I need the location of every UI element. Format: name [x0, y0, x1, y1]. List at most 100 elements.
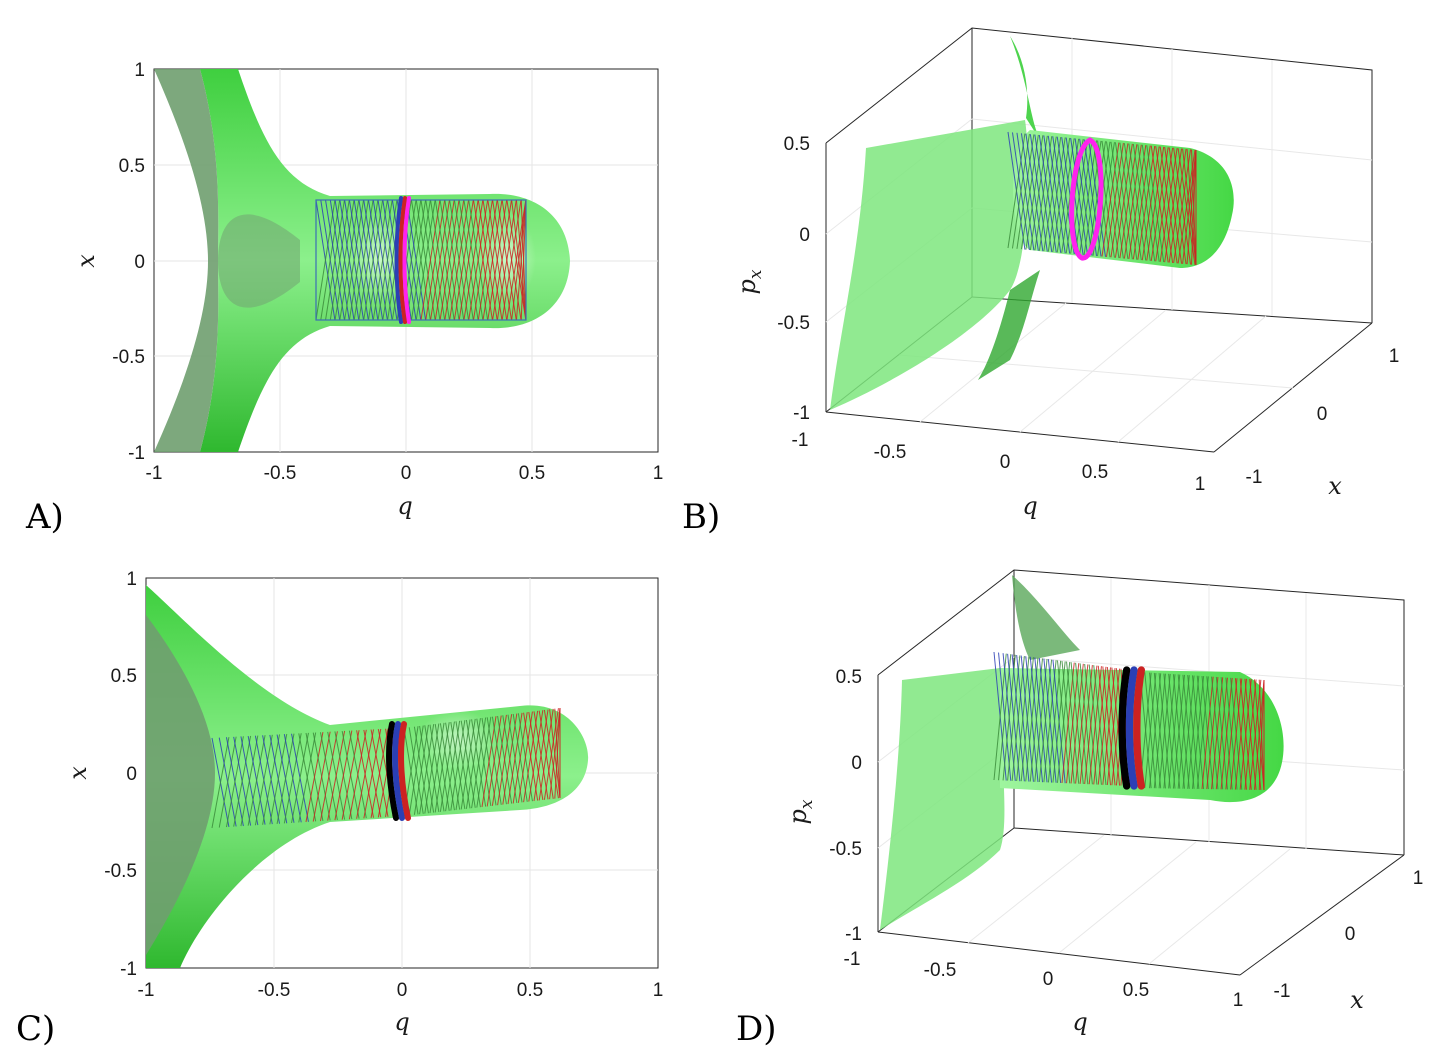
trajectory-segment: [298, 732, 317, 823]
panel-d-neck-orbit: [1118, 666, 1145, 790]
trajectory-segment: [211, 737, 230, 829]
periodic-orbit-curve: [402, 196, 411, 324]
trajectory-segment: [1187, 675, 1200, 789]
trajectory-segment: [520, 199, 527, 321]
trajectory-segment: [1020, 134, 1039, 250]
trajectory-segment: [1230, 678, 1243, 790]
trajectory-segment: [425, 199, 446, 321]
trajectory-segment: [1079, 140, 1098, 255]
periodic-orbit-curve: [1125, 666, 1138, 790]
trajectory-segment: [1084, 665, 1098, 785]
trajectory-segment: [348, 199, 369, 321]
periodic-orbit-curve: [398, 196, 407, 324]
panel-b-ytick: 1: [1389, 346, 1400, 367]
panel-c-surface-sheet: [146, 615, 215, 955]
trajectory-segment: [549, 707, 561, 800]
trajectory-segment: [1093, 666, 1107, 785]
panel-a-ytick: -0.5: [112, 347, 145, 368]
panel-d-zlabel: px: [784, 799, 817, 824]
trajectory-segment: [312, 731, 331, 822]
panel-b-ylabel: x: [1328, 472, 1342, 500]
trajectory-segment: [424, 723, 440, 814]
trajectory-segment: [1029, 658, 1044, 782]
trajectory-segment: [1043, 136, 1062, 252]
panel-b-xtick: -0.5: [874, 442, 907, 463]
trajectory-segment: [329, 199, 350, 321]
panel-d-zticks: 0.5 0 -0.5 -1: [829, 667, 862, 945]
panel-c-xtick: -0.5: [258, 980, 291, 1001]
panel-d-zlabel-sub: x: [797, 799, 817, 809]
trajectory-segment: [1186, 149, 1197, 265]
trajectory-segment: [1168, 674, 1181, 789]
trajectory-segment: [1056, 138, 1075, 253]
panel-d-ztick: 0: [851, 753, 862, 774]
trajectory-segment: [1110, 143, 1129, 258]
trajectory-segment: [453, 199, 474, 321]
panel-b-xlabel: q: [1022, 492, 1037, 520]
panel-c-ytick: -0.5: [104, 861, 137, 882]
trajectory-segment: [463, 199, 484, 321]
trajectory-segment: [1191, 676, 1205, 789]
trajectory-segment: [319, 731, 338, 822]
trajectory-segment: [1052, 661, 1066, 783]
trajectory-segment: [1249, 679, 1262, 790]
panel-c-xtick: 0: [397, 980, 408, 1001]
panel-b-yticks: -1 0 1: [1246, 346, 1400, 488]
panel-c-ytick: 0: [126, 764, 137, 785]
trajectory-segment: [1168, 148, 1187, 263]
trajectory-segment: [320, 199, 341, 321]
trajectory-segment: [269, 733, 288, 825]
trajectory-segment: [434, 199, 455, 321]
panel-a-label: A): [25, 497, 64, 537]
trajectory-segment: [363, 199, 384, 321]
trajectory-segment: [353, 199, 374, 321]
trajectory-segment: [497, 714, 513, 806]
panel-b-ztick: -1: [793, 403, 810, 424]
trajectory-segment: [305, 732, 324, 823]
panel-d-ztick: -1: [845, 924, 862, 945]
trajectory-segment: [1164, 148, 1183, 263]
panel-b-ztick: -0.5: [777, 313, 810, 334]
trajectory-segment: [377, 199, 398, 321]
trajectory-segment: [439, 199, 460, 321]
panel-d-ytick: 0: [1345, 924, 1356, 945]
panel-a-ytick: 0: [134, 252, 145, 273]
panel-c-xtick: -1: [138, 980, 155, 1001]
trajectory-segment: [420, 199, 441, 321]
trajectory-segment: [1173, 149, 1192, 264]
panel-d-yticks: -1 0 1: [1274, 868, 1424, 1002]
trajectory-segment: [1025, 657, 1039, 782]
panel-d-xtick: 0.5: [1123, 980, 1149, 1001]
panel-b-ytick: 0: [1317, 404, 1328, 425]
trajectory-segment: [334, 199, 355, 321]
trajectory-segment: [1159, 148, 1178, 262]
panel-d-ztick: -0.5: [829, 839, 862, 860]
panel-d-xtick: 1: [1233, 990, 1244, 1011]
trajectory-segment: [1123, 144, 1142, 259]
panel-a-xtick: 0.5: [519, 463, 545, 484]
panel-d-ztick: 0.5: [836, 667, 862, 688]
trajectory-segment: [1038, 659, 1053, 783]
panel-d-surface-left: [880, 668, 1005, 930]
trajectory-segment: [1007, 133, 1026, 249]
panel-a-xtick: 0: [401, 463, 412, 484]
panel-d-ytick: 1: [1413, 868, 1424, 889]
trajectory-segment: [415, 199, 436, 321]
trajectory-segment: [477, 199, 498, 321]
trajectory-segment: [1088, 666, 1102, 785]
trajectory-segment: [240, 735, 259, 827]
trajectory-segment: [1146, 146, 1165, 261]
panel-a-xtick: -0.5: [264, 463, 297, 484]
trajectory-segment: [993, 653, 1007, 781]
trajectory-segment: [1020, 657, 1034, 782]
trajectory-segment: [1056, 661, 1071, 783]
panel-b-ztick: 0.5: [784, 134, 810, 155]
panel-b-surface-fin-dark: [978, 270, 1040, 380]
trajectory-segment: [481, 716, 497, 808]
panel-d-surface-fin: [1012, 575, 1080, 660]
panel-d-zlabel-main: p: [784, 809, 812, 824]
periodic-orbit-curve: [386, 721, 399, 821]
trajectory-segment: [1128, 145, 1147, 260]
panel-b-zlabel-main: p: [733, 279, 761, 294]
